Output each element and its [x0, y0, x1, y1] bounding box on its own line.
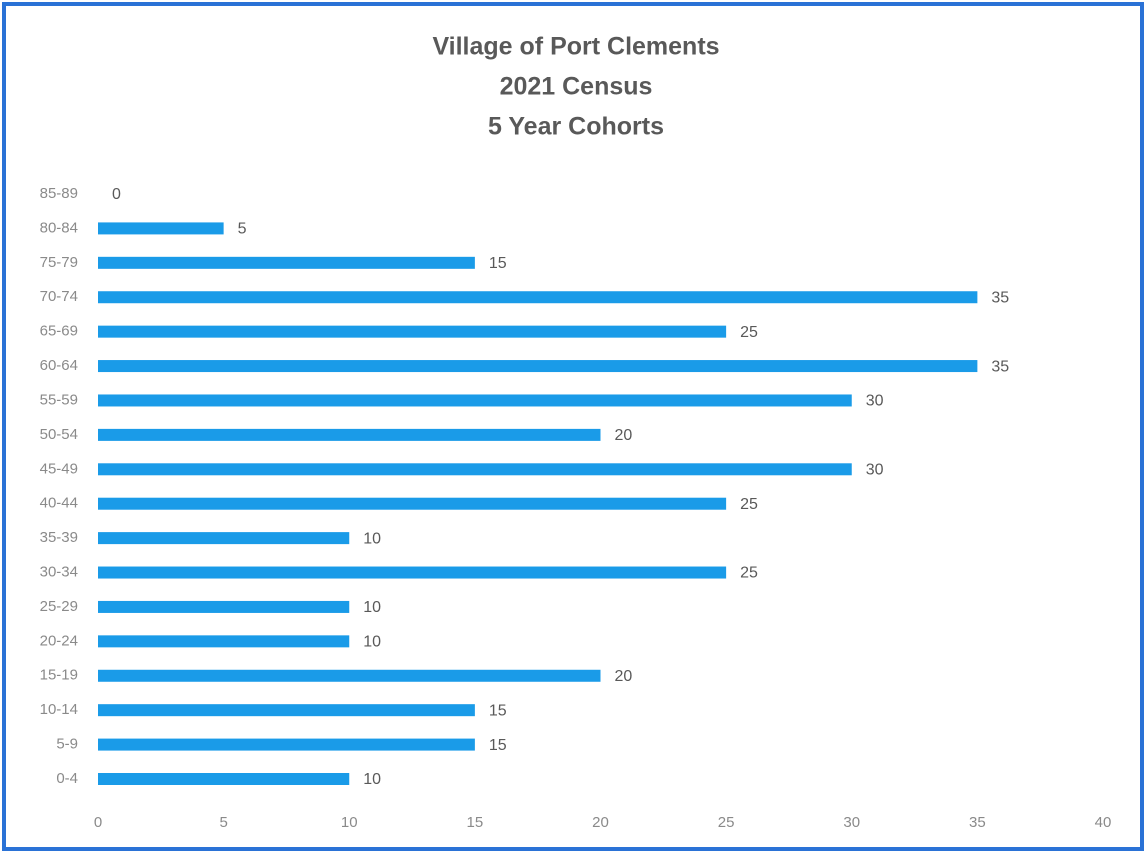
y-tick-label: 25-29	[40, 598, 78, 615]
data-label: 10	[363, 771, 381, 788]
y-tick-label: 20-24	[40, 632, 78, 649]
y-tick-label: 85-89	[40, 185, 78, 202]
bar	[98, 394, 852, 407]
y-tick-label: 45-49	[40, 460, 78, 477]
bar	[98, 325, 727, 338]
bar	[98, 428, 601, 441]
y-tick-label: 30-34	[40, 563, 78, 580]
data-label: 10	[363, 530, 381, 547]
x-tick-label: 15	[467, 814, 484, 831]
x-tick-label: 10	[341, 814, 358, 831]
bar	[98, 532, 350, 545]
data-label: 10	[363, 634, 381, 651]
data-label: 25	[740, 324, 758, 341]
y-tick-label: 10-14	[40, 701, 78, 718]
x-tick-label: 20	[592, 814, 609, 831]
data-label: 20	[615, 668, 633, 685]
data-label: 15	[489, 255, 507, 272]
bar	[98, 360, 978, 373]
data-label: 0	[112, 186, 121, 203]
y-tick-label: 60-64	[40, 357, 78, 374]
bar	[98, 600, 350, 613]
bar	[98, 738, 475, 751]
x-tick-label: 35	[969, 814, 986, 831]
data-label: 20	[615, 427, 633, 444]
data-label: 35	[991, 289, 1009, 306]
bar	[98, 463, 852, 476]
bar	[98, 704, 475, 717]
bar	[98, 291, 978, 304]
chart-title: 5 Year Cohorts	[488, 113, 664, 141]
data-label: 30	[866, 462, 884, 479]
bar	[98, 256, 475, 269]
x-tick-label: 40	[1095, 814, 1112, 831]
data-label: 25	[740, 496, 758, 513]
bar	[98, 635, 350, 648]
bar	[98, 773, 350, 785]
data-label: 30	[866, 393, 884, 410]
x-tick-label: 0	[94, 814, 102, 831]
y-tick-label: 50-54	[40, 426, 78, 443]
chart-title: 2021 Census	[500, 73, 653, 101]
data-label: 10	[363, 599, 381, 616]
y-tick-label: 15-19	[40, 667, 78, 684]
y-tick-label: 55-59	[40, 391, 78, 408]
y-tick-label: 0-4	[56, 770, 78, 787]
y-tick-label: 70-74	[40, 288, 78, 305]
x-tick-label: 25	[718, 814, 735, 831]
chart-title: Village of Port Clements	[432, 33, 719, 61]
bar	[98, 497, 727, 510]
data-label: 15	[489, 702, 507, 719]
y-tick-label: 80-84	[40, 219, 78, 236]
bar	[98, 566, 727, 579]
data-label: 35	[991, 358, 1009, 375]
bar	[98, 669, 601, 682]
y-tick-label: 65-69	[40, 323, 78, 340]
y-tick-label: 40-44	[40, 495, 78, 512]
data-label: 15	[489, 737, 507, 754]
x-tick-label: 5	[219, 814, 227, 831]
y-tick-label: 35-39	[40, 529, 78, 546]
x-tick-label: 30	[843, 814, 860, 831]
bar	[98, 222, 224, 235]
y-tick-label: 5-9	[56, 736, 78, 753]
data-label: 5	[238, 221, 247, 238]
y-tick-label: 75-79	[40, 254, 78, 271]
data-label: 25	[740, 565, 758, 582]
